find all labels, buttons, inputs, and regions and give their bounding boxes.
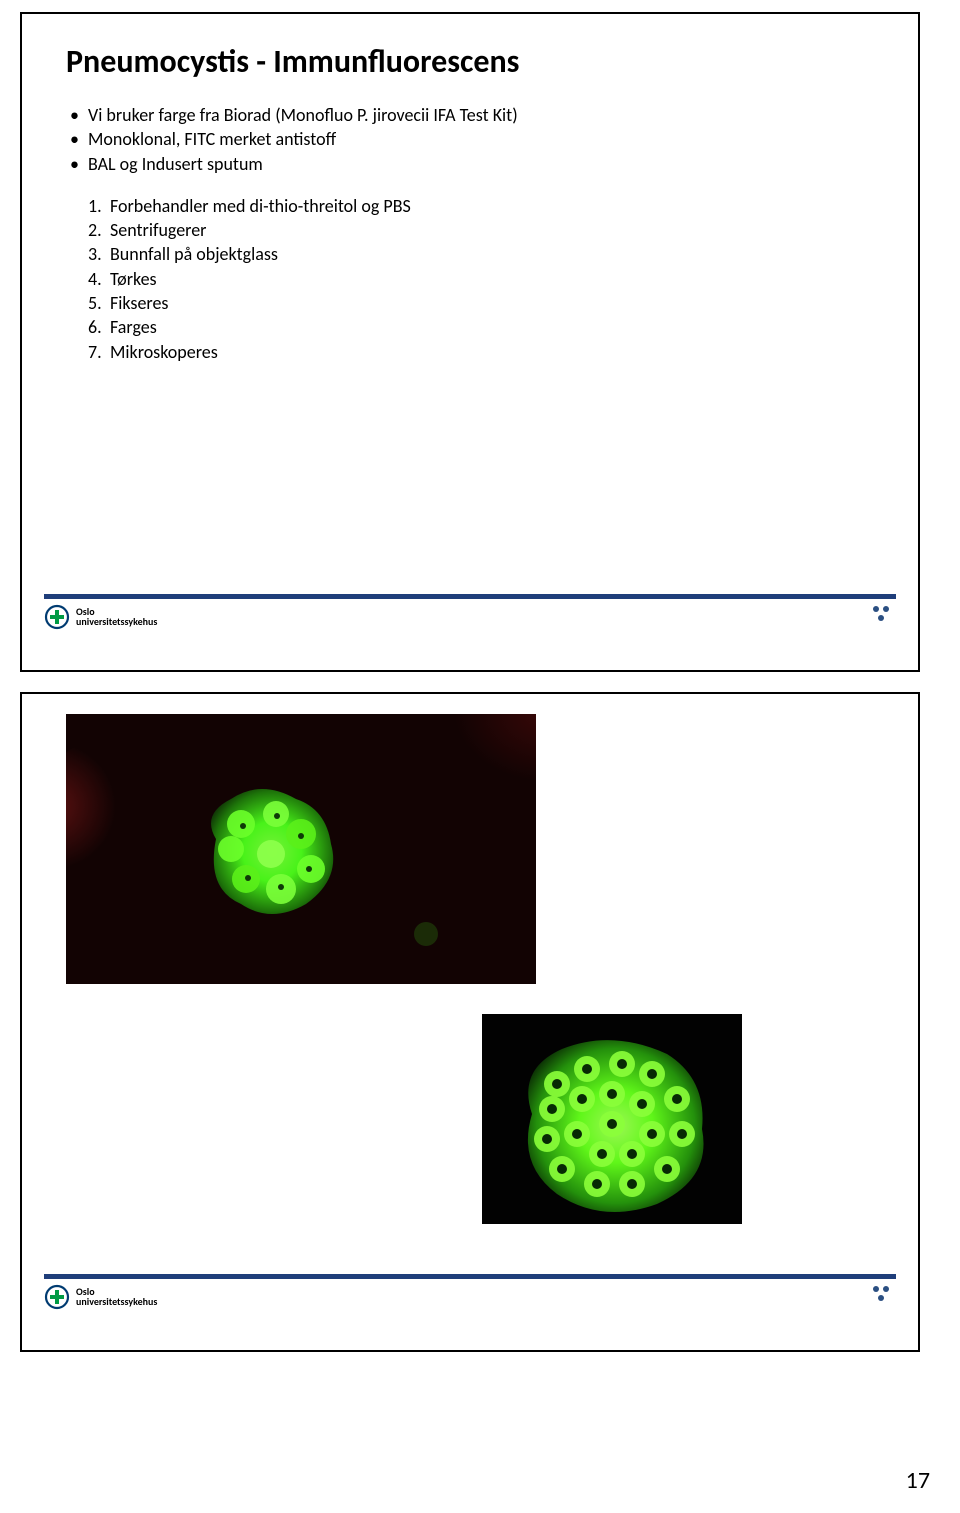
fluorescence-image-small [482,1014,742,1224]
bullet-item: Monoklonal, FITC merket antistoff [66,127,874,151]
slide-1-footer: Oslo universitetssykehus [22,594,918,630]
org-logo-text: Oslo universitetssykehus [76,1287,157,1307]
step-item: Sentrifugerer [88,218,874,242]
step-item: Forbehandler med di-thio-threitol og PBS [88,194,874,218]
step-item: Tørkes [88,267,874,291]
slide-2-images [22,694,918,1234]
hospital-logo-icon [44,604,70,630]
step-item: Farges [88,315,874,339]
slide-1-title: Pneumocystis - Immunfluorescens [66,42,874,81]
org-name-line2: universitetssykehus [76,617,157,627]
hospital-logo-icon [44,1284,70,1310]
step-item: Bunnfall på objektglass [88,242,874,266]
org-name-line2: universitetssykehus [76,1297,157,1307]
fluorescence-image-large [66,714,536,984]
bullet-item: Vi bruker farge fra Biorad (Monofluo P. … [66,103,874,127]
org-logo: Oslo universitetssykehus [44,1284,157,1310]
footer-row: Oslo universitetssykehus [22,599,918,630]
slide-1-steps: Forbehandler med di-thio-threitol og PBS… [88,194,874,364]
org-logo-text: Oslo universitetssykehus [76,607,157,627]
page-number: 17 [906,1466,930,1495]
slide-2: Oslo universitetssykehus [20,692,920,1352]
slide-1-bullets: Vi bruker farge fra Biorad (Monofluo P. … [66,103,874,176]
partner-logo-icon [866,603,896,630]
slide-1-content: Pneumocystis - Immunfluorescens Vi bruke… [22,14,918,364]
slide-2-footer: Oslo universitetssykehus [22,1274,918,1310]
org-logo: Oslo universitetssykehus [44,604,157,630]
bullet-item: BAL og Indusert sputum [66,152,874,176]
partner-logo-icon [866,1283,896,1310]
footer-row: Oslo universitetssykehus [22,1279,918,1310]
page: Pneumocystis - Immunfluorescens Vi bruke… [0,12,960,1513]
step-item: Fikseres [88,291,874,315]
slide-1: Pneumocystis - Immunfluorescens Vi bruke… [20,12,920,672]
step-item: Mikroskoperes [88,340,874,364]
